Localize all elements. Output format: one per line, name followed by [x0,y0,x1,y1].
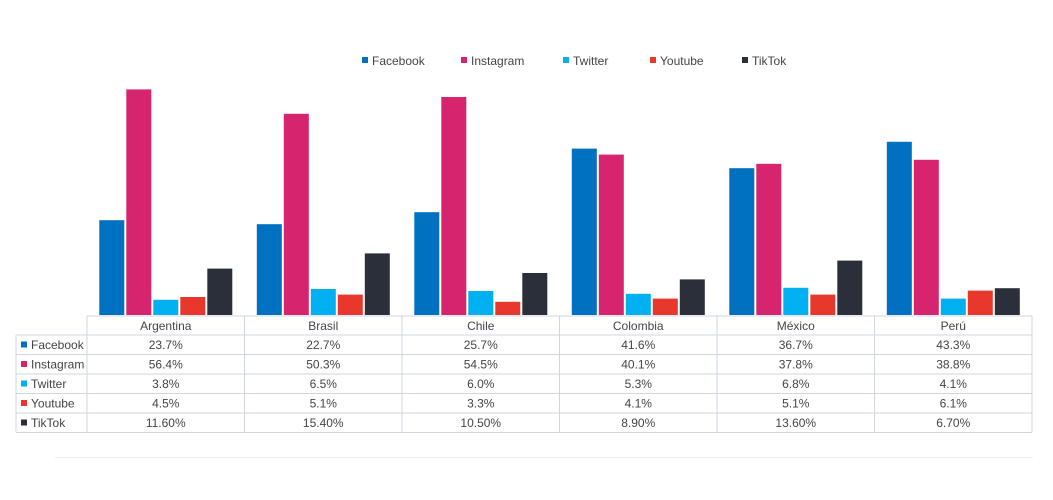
table-cell-twitter-chile: 6.0% [467,377,495,391]
legend-label-youtube: Youtube [660,54,704,68]
table-cell-instagram-colombia: 40.1% [621,358,655,372]
category-label-chile: Chile [467,319,495,333]
table-key-facebook [21,341,27,348]
bar-tiktok-chile [522,273,548,315]
bar-instagram-peru [913,159,939,315]
legend-key-twitter [563,57,569,63]
table-cell-instagram-brasil: 50.3% [306,358,340,372]
table-cell-tiktok-peru: 6.70% [936,416,970,430]
table-series-label-facebook: Facebook [31,338,85,352]
category-label-colombia: Colombia [613,319,664,333]
table-key-twitter [21,380,27,387]
table-cell-tiktok-mexico: 13.60% [775,416,816,430]
legend-label-facebook: Facebook [372,54,426,68]
table-cell-twitter-brasil: 6.5% [310,377,338,391]
table-series-label-instagram: Instagram [31,358,84,372]
category-label-peru: Perú [941,319,966,333]
bar-twitter-peru [940,298,966,315]
table-cell-youtube-peru: 6.1% [940,397,968,411]
bottom-divider [55,457,1033,458]
bar-twitter-mexico [783,287,809,315]
bar-facebook-chile [414,212,440,315]
category-label-mexico: México [777,319,815,333]
bar-facebook-argentina [99,220,125,315]
bars-area [99,89,1020,316]
bar-tiktok-colombia [679,279,705,315]
bar-instagram-mexico [756,163,782,315]
legend-key-tiktok [742,57,748,63]
table-cell-youtube-mexico: 5.1% [782,397,810,411]
bar-tiktok-mexico [837,260,863,315]
table-key-instagram [21,361,27,367]
bar-instagram-brasil [283,113,309,315]
table-cell-youtube-chile: 3.3% [467,397,495,411]
table-cell-instagram-peru: 38.8% [936,358,970,372]
legend-key-facebook [362,57,368,63]
table-cell-twitter-colombia: 5.3% [625,377,653,391]
table-cell-twitter-mexico: 6.8% [782,377,810,391]
table-cell-tiktok-brasil: 15.40% [303,416,344,430]
legend-key-instagram [461,57,467,63]
table-cell-facebook-peru: 43.3% [936,338,970,352]
legend-label-tiktok: TikTok [752,54,787,68]
bar-instagram-argentina [126,89,152,316]
category-label-brasil: Brasil [308,319,338,333]
data-table: Argentina Brasil Chile Colombia México Perú Fa… [15,315,1033,433]
table-cell-twitter-argentina: 3.8% [152,377,180,391]
bar-facebook-brasil [256,224,282,315]
table-cell-tiktok-chile: 10.50% [460,416,501,430]
category-label-argentina: Argentina [140,319,192,333]
bar-tiktok-peru [994,288,1020,315]
table-cell-facebook-brasil: 22.7% [306,338,340,352]
legend-label-instagram: Instagram [471,54,524,68]
table-cell-youtube-colombia: 4.1% [625,397,653,411]
bar-tiktok-brasil [364,253,390,315]
bar-twitter-colombia [625,293,651,315]
table-key-youtube [21,400,27,406]
table-cell-facebook-mexico: 36.7% [779,338,813,352]
bar-youtube-brasil [337,294,363,315]
table-series-label-twitter: Twitter [31,377,66,391]
bar-youtube-argentina [180,297,206,315]
bar-instagram-chile [441,97,467,315]
bar-tiktok-argentina [207,268,233,315]
bar-facebook-colombia [571,148,597,315]
table-cell-twitter-peru: 4.1% [940,377,968,391]
table-cell-facebook-argentina: 23.7% [149,338,183,352]
table-cell-instagram-chile: 54.5% [464,358,498,372]
bar-youtube-chile [495,301,521,315]
table-series-label-youtube: Youtube [31,397,75,411]
table-cell-tiktok-colombia: 8.90% [621,416,655,430]
table-cell-facebook-chile: 25.7% [464,338,498,352]
bar-instagram-colombia [598,154,624,315]
table-series-label-tiktok: TikTok [31,416,66,430]
bar-twitter-brasil [310,289,336,315]
bar-youtube-mexico [810,294,836,315]
bar-youtube-peru [967,290,993,315]
table-cell-youtube-argentina: 4.5% [152,397,180,411]
table-cell-tiktok-argentina: 11.60% [146,416,186,430]
table-cell-instagram-mexico: 37.8% [779,358,813,372]
bar-twitter-chile [468,291,494,315]
table-cell-facebook-colombia: 41.6% [621,338,655,352]
table-key-tiktok [21,419,27,426]
bar-facebook-peru [886,141,912,315]
table-cell-youtube-brasil: 5.1% [310,397,338,411]
legend: Facebook Instagram Twitter Youtube TikTok [362,54,787,68]
bar-youtube-colombia [652,298,678,315]
table-cell-instagram-argentina: 56.4% [149,358,183,372]
bar-facebook-mexico [729,168,755,315]
legend-label-twitter: Twitter [573,54,608,68]
bar-twitter-argentina [153,299,179,315]
legend-key-youtube [650,57,656,63]
